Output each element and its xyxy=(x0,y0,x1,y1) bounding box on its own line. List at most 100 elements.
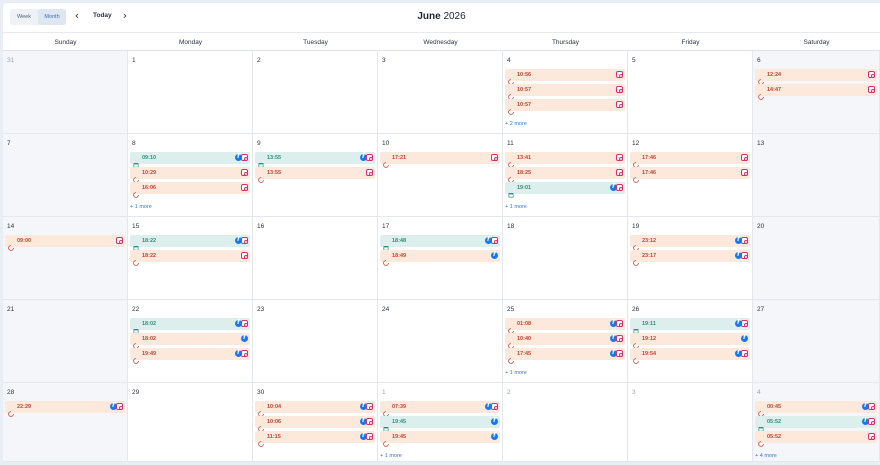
day-cell[interactable]: 31 xyxy=(3,51,128,134)
post-event[interactable]: 17:45 xyxy=(505,348,625,364)
day-cell[interactable]: 19 23:12 23:17 xyxy=(628,217,753,300)
day-cell[interactable]: 20 xyxy=(753,217,880,300)
day-cell[interactable]: 6 12:24 14:47 xyxy=(753,51,880,134)
post-event[interactable]: 18:49 xyxy=(380,250,500,266)
post-event[interactable]: 23:17 xyxy=(630,250,750,266)
post-event[interactable]: 10:57 xyxy=(505,99,625,115)
day-cell[interactable]: 2 xyxy=(253,51,378,134)
post-event[interactable]: 19:54 xyxy=(630,348,750,364)
day-cell[interactable]: 21 xyxy=(3,300,128,383)
day-cell[interactable]: 22 18:02 18:02 19:49 xyxy=(128,300,253,383)
day-cell[interactable]: 16 xyxy=(253,217,378,300)
day-cell[interactable]: 2 xyxy=(503,383,628,462)
clock-icon xyxy=(383,434,389,447)
post-event[interactable]: 10:04 xyxy=(255,401,375,417)
more-events-link[interactable]: + 1 more xyxy=(380,453,402,459)
post-event[interactable]: 14:47 xyxy=(755,84,877,100)
day-cell[interactable]: 15 18:22 18:22 xyxy=(128,217,253,300)
post-event[interactable]: 18:25 xyxy=(505,167,625,183)
day-cell[interactable]: 17 18:48 18:49 xyxy=(378,217,503,300)
today-button[interactable]: Today xyxy=(93,12,112,19)
platform-icons xyxy=(610,349,623,358)
instagram-icon xyxy=(616,350,623,357)
post-event[interactable]: 19:01 xyxy=(505,182,625,198)
post-event[interactable]: 05:52 xyxy=(755,416,877,432)
more-events-link[interactable]: + 2 more xyxy=(505,121,527,127)
day-cell[interactable]: 26 19:11 19:12 19:54 xyxy=(628,300,753,383)
chevron-right-icon[interactable]: › xyxy=(122,9,128,22)
post-event[interactable]: 01:08 xyxy=(505,318,625,334)
day-cell[interactable]: 3 xyxy=(378,51,503,134)
day-cell[interactable]: 18 xyxy=(503,217,628,300)
post-event[interactable]: 17:21 xyxy=(380,152,500,168)
day-cell[interactable]: 23 xyxy=(253,300,378,383)
week-view-button[interactable]: Week xyxy=(17,14,31,20)
day-cell[interactable]: 10 17:21 xyxy=(378,134,503,217)
day-cell[interactable]: 7 xyxy=(3,134,128,217)
post-event[interactable]: 07:39 xyxy=(380,401,500,417)
post-event[interactable]: 10:57 xyxy=(505,84,625,100)
day-cell[interactable]: 12 17:46 17:46 xyxy=(628,134,753,217)
post-event[interactable]: 18:02 xyxy=(130,318,250,334)
day-cell[interactable]: 14 09:00 xyxy=(3,217,128,300)
day-cell[interactable]: 8 09:10 10:29 16:06 + 1 more xyxy=(128,134,253,217)
day-cell[interactable]: 1 07:39 19:45 19:45 + 1 more xyxy=(378,383,503,462)
day-cell[interactable]: 11 13:41 18:25 19:01 + 1 more xyxy=(503,134,628,217)
post-event[interactable]: 17:46 xyxy=(630,152,750,168)
post-event[interactable]: 19:49 xyxy=(130,348,250,364)
post-event[interactable]: 19:45 xyxy=(380,431,500,447)
post-event[interactable]: 18:02 xyxy=(130,333,250,349)
instagram-icon xyxy=(868,86,875,93)
post-event[interactable]: 10:56 xyxy=(505,69,625,85)
day-cell[interactable]: 13 xyxy=(753,134,880,217)
instagram-icon xyxy=(241,184,248,191)
calendar-check-icon xyxy=(633,321,639,334)
day-cell[interactable]: 29 xyxy=(128,383,253,462)
post-event[interactable]: 10:40 xyxy=(505,333,625,349)
instagram-icon xyxy=(491,403,498,410)
day-cell[interactable]: 9 13:55 13:55 xyxy=(253,134,378,217)
post-event[interactable]: 09:00 xyxy=(5,235,125,251)
post-event[interactable]: 18:22 xyxy=(130,235,250,251)
chevron-left-icon[interactable]: ‹ xyxy=(74,9,80,22)
post-event[interactable]: 00:45 xyxy=(755,401,877,417)
more-events-link[interactable]: + 1 more xyxy=(505,204,527,210)
more-events-link[interactable]: + 1 more xyxy=(505,370,527,376)
post-event[interactable]: 13:55 xyxy=(255,152,375,168)
post-event[interactable]: 19:12 xyxy=(630,333,750,349)
calendar-check-icon xyxy=(383,238,389,251)
post-event[interactable]: 05:52 xyxy=(755,431,877,447)
day-cell[interactable]: 3 xyxy=(628,383,753,462)
post-event[interactable]: 10:06 xyxy=(255,416,375,432)
day-cell[interactable]: 5 xyxy=(628,51,753,134)
platform-icons xyxy=(741,169,748,177)
post-event[interactable]: 17:46 xyxy=(630,167,750,183)
post-event[interactable]: 22:29 xyxy=(5,401,125,417)
post-event[interactable]: 13:41 xyxy=(505,152,625,168)
post-event[interactable]: 11:15 xyxy=(255,431,375,447)
post-event[interactable]: 23:12 xyxy=(630,235,750,251)
more-events-link[interactable]: + 4 more xyxy=(755,453,777,459)
post-event[interactable]: 18:48 xyxy=(380,235,500,251)
instagram-icon xyxy=(241,154,248,161)
day-cell[interactable]: 1 xyxy=(128,51,253,134)
day-cell[interactable]: 4 00:45 05:52 05:52 + 4 more xyxy=(753,383,880,462)
month-view-button[interactable]: Month xyxy=(38,9,66,25)
more-events-link[interactable]: + 1 more xyxy=(130,204,152,210)
day-cell[interactable]: 30 10:04 10:06 11:15 xyxy=(253,383,378,462)
platform-icons xyxy=(235,349,248,358)
day-cell[interactable]: 27 xyxy=(753,300,880,383)
post-event[interactable]: 19:45 xyxy=(380,416,500,432)
day-cell[interactable]: 4 10:56 10:57 10:57 + 2 more xyxy=(503,51,628,134)
day-cell[interactable]: 28 22:29 xyxy=(3,383,128,462)
post-event[interactable]: 18:22 xyxy=(130,250,250,266)
day-cell[interactable]: 24 xyxy=(378,300,503,383)
post-event[interactable]: 16:06 xyxy=(130,182,250,198)
post-event[interactable]: 19:11 xyxy=(630,318,750,334)
post-event[interactable]: 09:10 xyxy=(130,152,250,168)
clock-icon xyxy=(8,238,14,251)
post-event[interactable]: 13:55 xyxy=(255,167,375,183)
post-event[interactable]: 10:29 xyxy=(130,167,250,183)
day-cell[interactable]: 25 01:08 10:40 17:45 + 1 more xyxy=(503,300,628,383)
post-event[interactable]: 12:24 xyxy=(755,69,877,85)
